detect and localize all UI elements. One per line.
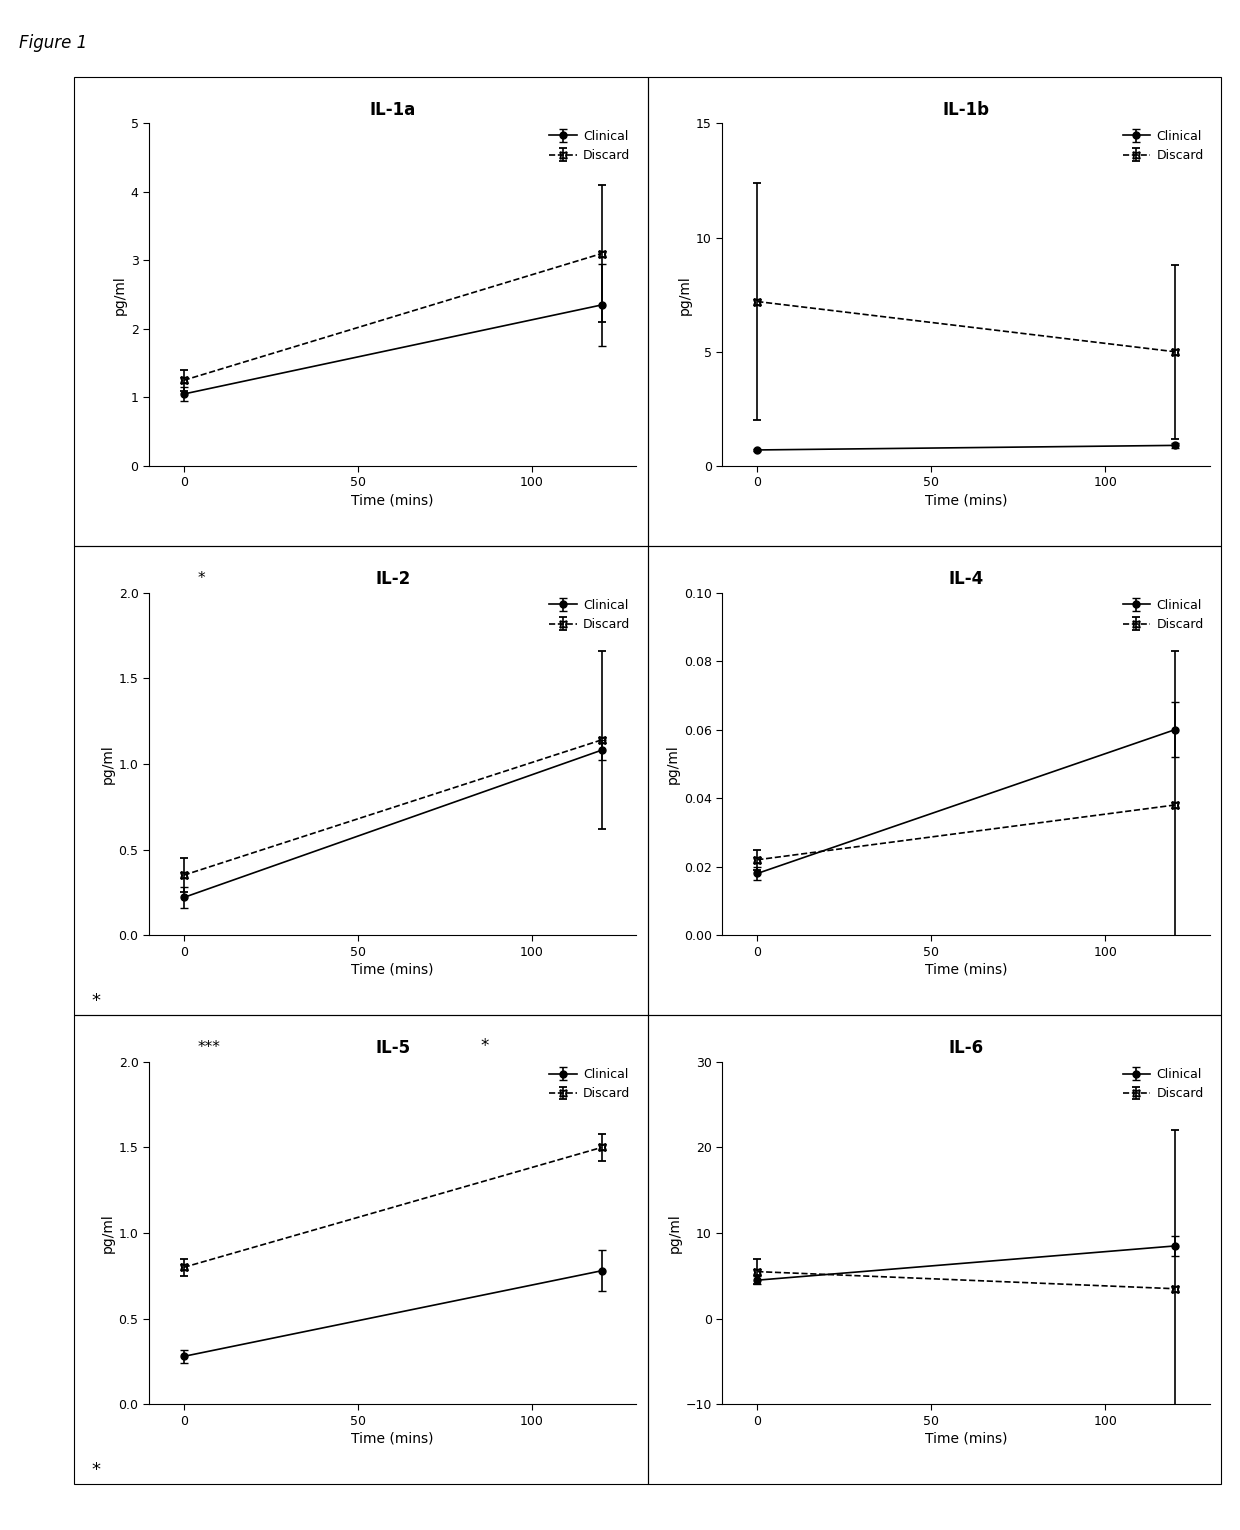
Legend: Clinical, Discard: Clinical, Discard: [549, 598, 630, 630]
Title: IL-5: IL-5: [376, 1039, 410, 1057]
X-axis label: Time (mins): Time (mins): [925, 494, 1007, 508]
Y-axis label: pg/ml: pg/ml: [666, 744, 680, 783]
Title: IL-2: IL-2: [374, 571, 410, 589]
Title: IL-1a: IL-1a: [370, 101, 415, 119]
Legend: Clinical, Discard: Clinical, Discard: [1122, 1068, 1204, 1100]
X-axis label: Time (mins): Time (mins): [351, 494, 434, 508]
Text: *: *: [92, 993, 100, 1010]
X-axis label: Time (mins): Time (mins): [351, 1432, 434, 1446]
Text: *: *: [197, 571, 206, 586]
X-axis label: Time (mins): Time (mins): [925, 962, 1007, 976]
Title: IL-4: IL-4: [949, 571, 983, 589]
Y-axis label: pg/ml: pg/ml: [100, 744, 114, 783]
Text: *: *: [92, 1461, 100, 1480]
Y-axis label: pg/ml: pg/ml: [667, 1213, 682, 1253]
Text: ***: ***: [197, 1040, 221, 1056]
Title: IL-6: IL-6: [949, 1039, 983, 1057]
Legend: Clinical, Discard: Clinical, Discard: [1122, 598, 1204, 630]
X-axis label: Time (mins): Time (mins): [351, 962, 434, 976]
Y-axis label: pg/ml: pg/ml: [113, 275, 126, 315]
Y-axis label: pg/ml: pg/ml: [678, 275, 692, 315]
Legend: Clinical, Discard: Clinical, Discard: [549, 1068, 630, 1100]
Legend: Clinical, Discard: Clinical, Discard: [549, 130, 630, 162]
Legend: Clinical, Discard: Clinical, Discard: [1122, 130, 1204, 162]
X-axis label: Time (mins): Time (mins): [925, 1432, 1007, 1446]
Title: IL-1b: IL-1b: [942, 101, 990, 119]
Text: Figure 1: Figure 1: [19, 34, 87, 52]
Text: *: *: [480, 1037, 489, 1056]
Y-axis label: pg/ml: pg/ml: [100, 1213, 114, 1253]
